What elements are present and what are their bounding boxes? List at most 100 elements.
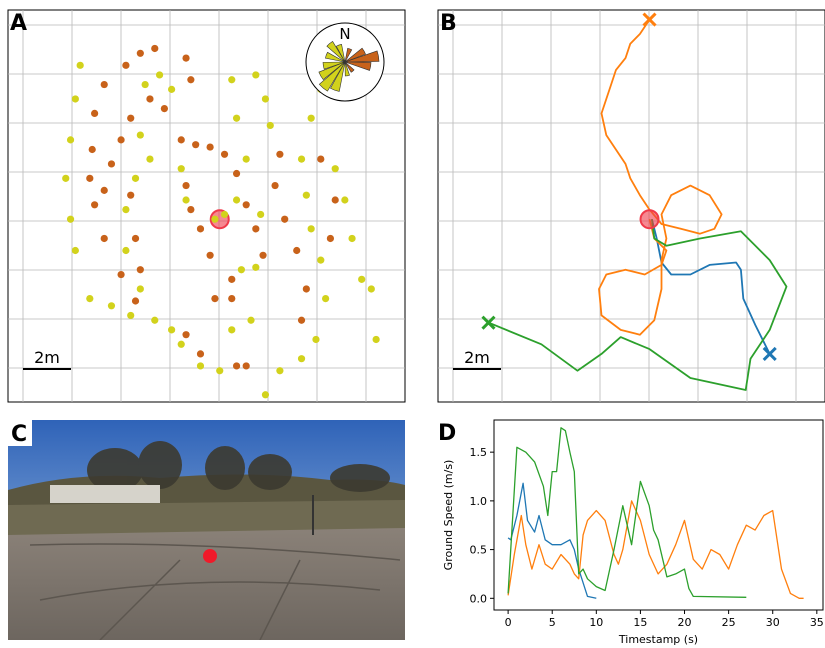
point (86, 295, 93, 302)
x-tick-label: 0 (505, 616, 512, 629)
point (322, 295, 329, 302)
y-tick-label: 0.0 (470, 592, 488, 605)
point (137, 266, 144, 273)
point (211, 295, 218, 302)
point (142, 81, 149, 88)
y-tick-label: 1.0 (470, 495, 488, 508)
point (127, 192, 134, 199)
point (182, 196, 189, 203)
point (257, 211, 264, 218)
point (298, 355, 305, 362)
point (137, 50, 144, 57)
point (151, 45, 158, 52)
point (192, 141, 199, 148)
point (348, 235, 355, 242)
point (252, 225, 259, 232)
point (308, 115, 315, 122)
x-tick-label: 35 (810, 616, 824, 629)
x-tick-label: 20 (678, 616, 692, 629)
point (259, 252, 266, 259)
point (91, 201, 98, 208)
point (77, 62, 84, 69)
point (228, 295, 235, 302)
point (298, 317, 305, 324)
point (358, 276, 365, 283)
point (146, 95, 153, 102)
point (298, 156, 305, 163)
point (132, 175, 139, 182)
point (332, 165, 339, 172)
point (117, 271, 124, 278)
point (178, 165, 185, 172)
point (197, 362, 204, 369)
point (233, 196, 240, 203)
point (207, 143, 214, 150)
point (228, 76, 235, 83)
point (243, 201, 250, 208)
point (127, 115, 134, 122)
point (137, 285, 144, 292)
point (72, 95, 79, 102)
origin-marker (641, 210, 659, 228)
point (308, 225, 315, 232)
point (228, 276, 235, 283)
point (137, 131, 144, 138)
x-tick-label: 10 (589, 616, 603, 629)
point (187, 76, 194, 83)
point (101, 187, 108, 194)
point (178, 136, 185, 143)
point (293, 247, 300, 254)
point (122, 62, 129, 69)
point (243, 362, 250, 369)
point (211, 216, 218, 223)
panel-label: B (440, 11, 457, 36)
point (132, 297, 139, 304)
point (101, 235, 108, 242)
point (262, 391, 269, 398)
point (72, 247, 79, 254)
x-axis-label: Timestamp (s) (618, 633, 698, 646)
point (262, 95, 269, 102)
point (122, 206, 129, 213)
point (216, 367, 223, 374)
point (182, 182, 189, 189)
point (168, 86, 175, 93)
point (187, 206, 194, 213)
point (122, 247, 129, 254)
panel-label: D (438, 421, 456, 446)
point (303, 192, 310, 199)
point (197, 350, 204, 357)
point (161, 105, 168, 112)
point (67, 136, 74, 143)
y-tick-label: 0.5 (470, 544, 488, 557)
x-tick-label: 30 (766, 616, 780, 629)
point (91, 110, 98, 117)
point (117, 136, 124, 143)
point (276, 367, 283, 374)
point (182, 331, 189, 338)
point (238, 266, 245, 273)
series-line (508, 501, 803, 598)
y-axis-label: Ground Speed (m/s) (442, 460, 455, 571)
point (252, 71, 259, 78)
point (67, 216, 74, 223)
point (373, 336, 380, 343)
point (108, 160, 115, 167)
point (281, 216, 288, 223)
point (62, 175, 69, 182)
point (317, 257, 324, 264)
point (168, 326, 175, 333)
point (276, 151, 283, 158)
point (101, 81, 108, 88)
series-line (508, 428, 746, 598)
photo (8, 420, 405, 640)
x-tick-label: 25 (722, 616, 736, 629)
panel-label: C (11, 422, 27, 447)
point (127, 312, 134, 319)
point (146, 156, 153, 163)
point (207, 252, 214, 259)
point (86, 175, 93, 182)
point (317, 156, 324, 163)
point (89, 146, 96, 153)
point (233, 170, 240, 177)
